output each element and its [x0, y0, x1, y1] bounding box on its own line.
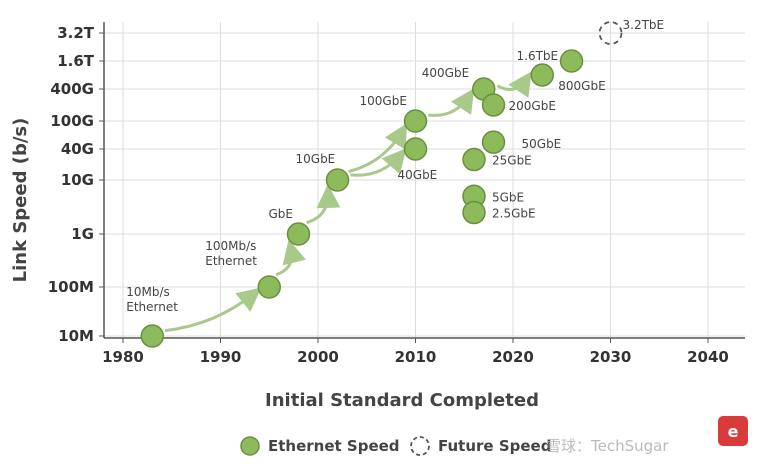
- point-label: 100GbE: [360, 94, 407, 108]
- ethernet-speed-point: [481, 130, 506, 154]
- legend-future-label: Future Speed: [438, 437, 551, 455]
- point-label: 40GbE: [398, 168, 438, 182]
- y-tick-label: 1.6T: [57, 52, 95, 70]
- axes: 10M 100M 1G 10G 40G 100G 400G 1.6T 3.2T 1980 1990 2…: [48, 22, 745, 366]
- point-label: 1.6TbE: [517, 49, 559, 63]
- progression-arrow: [164, 287, 262, 333]
- point-label-line: 100Mb/s: [205, 239, 256, 253]
- ethernet-speed-point: [559, 49, 584, 73]
- ethernet-speed-point: [462, 147, 486, 172]
- svg-text:e: e: [728, 422, 739, 441]
- x-tick-label: 2010: [395, 348, 437, 366]
- point-label-line: Ethernet: [126, 300, 178, 314]
- progression-arrow: [348, 122, 408, 174]
- progression-arrow: [350, 148, 407, 177]
- progression-arrow: [275, 239, 306, 277]
- brand-logo: e: [718, 416, 748, 446]
- legend-ethernet-marker: [240, 436, 260, 456]
- legend-ethernet-label: Ethernet Speed: [268, 437, 400, 455]
- x-tick-label: 1990: [200, 348, 242, 366]
- point-label: 25GbE: [492, 154, 532, 168]
- point-label: 50GbE: [522, 137, 562, 151]
- x-tick-label: 2000: [297, 348, 339, 366]
- progression-arrows: [164, 71, 532, 333]
- ethernet-speed-point: [140, 324, 164, 348]
- progression-arrow: [428, 88, 475, 117]
- point-label-line: Ethernet: [205, 254, 257, 268]
- point-label: 3.2TbE: [623, 18, 665, 32]
- y-axis-title: Link Speed (b/s): [10, 118, 31, 283]
- x-tick-label: 2020: [492, 348, 534, 366]
- ethernet-speed-point: [257, 275, 281, 299]
- point-label: 5GbE: [492, 190, 524, 204]
- y-tick-label: 10M: [58, 327, 94, 345]
- point-label-line: 10Mb/s: [126, 285, 170, 299]
- x-tick-label: 1980: [102, 348, 144, 366]
- point-label: 10Mb/s Ethernet: [126, 285, 178, 314]
- ethernet-speed-point: [530, 63, 554, 87]
- data-points: [140, 21, 623, 348]
- point-label: 2.5GbE: [492, 207, 536, 221]
- point-label: 400GbE: [422, 66, 469, 80]
- point-label: GbE: [269, 207, 294, 221]
- x-tick-label: 2030: [590, 348, 632, 366]
- ethernet-speed-point: [286, 222, 311, 246]
- y-tick-label: 100M: [48, 278, 94, 296]
- y-tick-label: 100G: [50, 112, 94, 130]
- ethernet-speed-point: [403, 109, 428, 133]
- x-tick-label: 2040: [687, 348, 729, 366]
- watermark: 雪球：TechSugar: [546, 437, 669, 455]
- y-tick-label: 1G: [71, 225, 94, 243]
- progression-arrow: [496, 71, 532, 98]
- x-axis-title: Initial Standard Completed: [265, 390, 539, 411]
- legend: Ethernet Speed Future Speed: [240, 436, 551, 456]
- point-label: 200GbE: [509, 99, 556, 113]
- ethernet-speed-point: [462, 200, 486, 225]
- ethernet-speed-point: [403, 137, 428, 161]
- y-tick-label: 10G: [61, 171, 94, 189]
- y-tick-label: 400G: [50, 80, 94, 98]
- ethernet-speed-point: [325, 168, 350, 192]
- y-tick-label: 40G: [61, 140, 94, 158]
- point-label: 100Mb/s Ethernet: [205, 239, 257, 268]
- ethernet-speed-point: [481, 93, 506, 117]
- progression-arrow: [306, 183, 341, 225]
- future-speed-point: [598, 21, 623, 45]
- y-tick-label: 3.2T: [57, 24, 95, 42]
- legend-future-marker: [410, 436, 430, 456]
- point-label: 10GbE: [296, 152, 336, 166]
- point-label: 800GbE: [558, 79, 605, 93]
